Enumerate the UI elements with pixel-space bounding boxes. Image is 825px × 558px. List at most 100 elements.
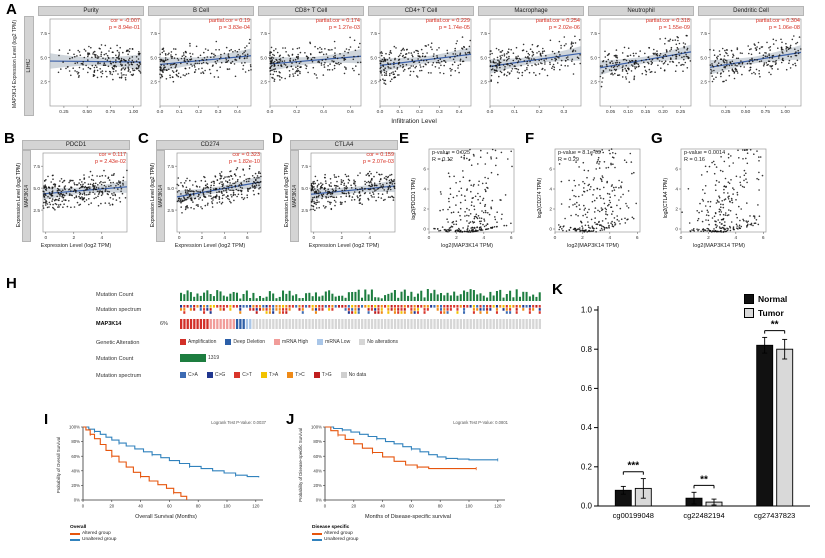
p-value: p = 1.74e-05 [438,24,470,31]
facet-map3k14: MAP3K14 [22,150,31,242]
svg-text:0%: 0% [316,498,322,503]
svg-text:0: 0 [312,235,315,241]
legend-item-altered: Altered group [312,531,358,536]
panel-i-label: I [44,411,49,428]
subplot-purity: Purity cor = -0.007 p = 8.94e-01 0.25 0.50… [38,6,144,116]
panel-j-legend: Disease specific Altered group Unaltered… [312,525,358,542]
scatter-ctla4-tpm: p-value = 0.0014 R = 0.16 0 2 4 6 0 2 4 6 [669,146,769,242]
subplot-b-cell: B Cell partial.cor = 0.19 p = 3.83e-04 0.… [148,6,254,116]
svg-text:100: 100 [223,504,231,509]
legend-item-mutation-count: 1319 [180,354,219,362]
panel-i-y-axis-label: Probability of Overall Survival [56,436,61,494]
r-value: R = 0.12 [432,156,453,163]
svg-text:4: 4 [675,187,678,193]
p-value: p = 2.02e-06 [548,24,580,31]
svg-text:1.00: 1.00 [781,109,791,115]
legend-item-mrna-low: mRNA Low [317,339,350,345]
scatter-pdcd1: cor = 0.117 p = 2.43e-02 0 2 4 2.5 5.0 7.5 [31,150,130,242]
svg-text:0.10: 0.10 [623,109,633,115]
svg-text:7.5: 7.5 [150,31,157,37]
scatter-macrophage: partial.cor = 0.254 p = 2.02e-06 0.0 0.1 0.… [478,16,584,116]
svg-text:2.5: 2.5 [370,80,377,86]
normal-swatch [744,294,754,304]
panel-d-x-label: Expression Level (log2 TPM) [308,243,380,249]
panel-c-x-label: Expression Level (log2 TPM) [174,243,246,249]
svg-text:0.75: 0.75 [106,109,116,115]
stats-f: p-value = 8.1e-09 R = 0.29 [558,150,601,164]
svg-text:2.5: 2.5 [480,80,487,86]
mutation-spectrum-legend: C>A C>G C>T T>A T>C T>G No data [180,372,366,378]
svg-text:100%: 100% [311,425,322,430]
panel-g: log2(CTLA4 TPM) p-value = 0.0014 R = 0.16… [662,146,769,251]
svg-text:5.0: 5.0 [167,186,174,192]
svg-text:4: 4 [423,187,426,193]
svg-text:40: 40 [380,504,385,509]
svg-text:0.3: 0.3 [560,109,567,115]
stats-macrophage: partial.cor = 0.254 p = 2.02e-06 [536,18,580,32]
svg-text:0.50: 0.50 [741,109,751,115]
svg-text:2: 2 [72,235,75,241]
svg-text:60%: 60% [313,454,322,459]
svg-text:40%: 40% [313,468,322,473]
svg-text:0: 0 [44,235,47,241]
svg-text:7.5: 7.5 [260,31,267,37]
legend-item-t-c: T>C [287,372,305,378]
svg-text:6: 6 [246,235,249,241]
panel-a-label: A [6,1,17,18]
svg-text:80%: 80% [313,439,322,444]
svg-text:0.4: 0.4 [320,109,327,115]
unaltered-line-swatch [312,538,322,541]
stats-neutrophil: partial.cor = 0.318 p = 1.55e-09 [646,18,690,32]
legend-item-altered: Altered group [70,531,116,536]
no-data-swatch [340,372,347,378]
subplot-title-cd274: CD274 [156,140,264,150]
svg-text:0: 0 [549,227,552,233]
svg-text:0.1: 0.1 [176,109,183,115]
subplot-macrophage: Macrophage partial.cor = 0.254 p = 2.02e-… [478,6,584,116]
subplot-neutrophil: Neutrophil partial.cor = 0.318 p = 1.55e-… [588,6,694,116]
p-value: p-value = 0.025 [432,150,471,156]
subplot-title-pdcd1: PDCD1 [22,140,130,150]
panel-j-label: J [286,411,295,428]
cor-value: cor = 0.323 [232,152,260,158]
t-g-swatch [313,372,320,378]
svg-text:4: 4 [368,235,371,241]
svg-text:0.75: 0.75 [761,109,771,115]
scatter-ctla4: cor = 0.159 p = 2.07e-03 0 2 4 2.5 5.0 7.5 [299,150,398,242]
cor-value: partial.cor = 0.318 [645,18,690,24]
subplot-title-macrophage: Macrophage [478,6,584,16]
svg-text:20: 20 [109,504,114,509]
amplification-swatch [180,339,186,345]
panel-c-label: C [138,130,149,147]
panel-j: Probability of Disease-specific Survival… [296,418,512,556]
no-alterations-swatch [359,339,366,345]
panel-f-x-label: log2(MAP3K14 TPM) [567,243,619,249]
svg-text:2.5: 2.5 [167,208,174,214]
p-value: p = 2.07e-03 [362,158,394,165]
stats-g: p-value = 0.0014 R = 0.16 [684,150,725,164]
svg-text:0.6: 0.6 [581,384,593,393]
svg-text:2.5: 2.5 [260,80,267,86]
panel-e-y-axis-label: log2(PDCD1 TPM) [410,177,417,220]
p-value: p = 1.82e-10 [228,158,260,165]
oncoprint-tracks [180,288,542,332]
stats-purity: cor = -0.007 p = 8.94e-01 [109,18,140,32]
p-value: p = 2.43e-02 [94,158,126,165]
svg-text:5.0: 5.0 [590,55,597,61]
tumor-swatch [744,308,754,318]
svg-text:0.15: 0.15 [641,109,651,115]
panel-d-label: D [272,130,283,147]
svg-text:2.5: 2.5 [33,208,40,214]
logrank-pvalue: Logrank Test P-Value: 0.0037 [211,420,266,425]
mrna-low-swatch [317,339,324,345]
subplot-cd8-t-cell: CD8+ T Cell partial.cor = 0.174 p = 1.27e… [258,6,364,116]
panel-b-x-label: Expression Level (log2 TPM) [40,243,112,249]
cor-value: partial.cor = 0.19 [208,18,250,24]
scatter-purity: cor = -0.007 p = 8.94e-01 0.25 0.50 0.75 1.0… [38,16,144,116]
legend-item-t-g: T>G [313,372,332,378]
panel-h-label: H [6,275,17,292]
gene-alteration-frequency: 6% [160,321,168,327]
svg-text:cg27437823: cg27437823 [754,511,795,520]
track-label-mutation-spectrum: Mutation spectrum [96,307,142,313]
